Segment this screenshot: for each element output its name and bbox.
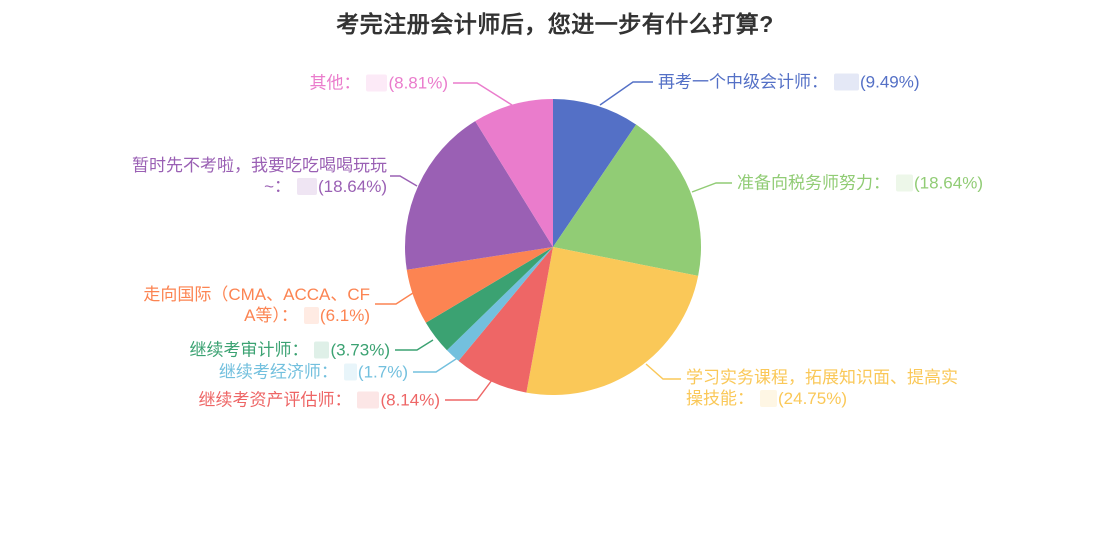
pie-slice-6[interactable] bbox=[406, 247, 553, 323]
slice-label-4: 继续考经济师： (1.7%) bbox=[219, 362, 408, 383]
pie-slice-2[interactable] bbox=[526, 247, 699, 395]
censored-value-box bbox=[357, 391, 380, 409]
slice-label-text: 继续考资产评估师： bbox=[198, 390, 352, 410]
censored-value-box bbox=[366, 74, 388, 92]
censored-value-box bbox=[314, 341, 330, 359]
slice-percent-text: (8.14%) bbox=[380, 390, 440, 410]
censored-value-box bbox=[303, 307, 319, 324]
slice-percent-text: (3.73%) bbox=[330, 340, 390, 360]
label-line-5 bbox=[395, 339, 434, 351]
slice-label-text: 准备向税务师努力： bbox=[737, 173, 890, 193]
slice-label-text: 走向国际（CMA、ACCA、CFA等）： bbox=[143, 285, 370, 325]
pie-slice-1[interactable] bbox=[553, 124, 702, 276]
slice-label-text: 继续考审计师： bbox=[189, 340, 309, 360]
slice-label-3: 继续考资产评估师： (8.14%) bbox=[198, 390, 440, 411]
slice-percent-text: (24.75%) bbox=[778, 389, 847, 408]
pie-slice-3[interactable] bbox=[458, 247, 553, 393]
chart-title: 考完注册会计师后，您进一步有什么打算? bbox=[336, 11, 774, 37]
label-line-2 bbox=[645, 363, 681, 380]
censored-value-box bbox=[834, 73, 859, 91]
slice-percent-text: (1.7%) bbox=[357, 362, 408, 382]
slice-percent-text: (8.81%) bbox=[388, 73, 448, 93]
censored-value-box bbox=[297, 178, 318, 195]
pie-slice-7[interactable] bbox=[405, 121, 553, 270]
slice-label-text: 学习实务课程，拓展知识面、提高实操技能： bbox=[686, 368, 958, 408]
slice-percent-text: (18.64%) bbox=[914, 173, 983, 193]
slice-label-8: 其他： (8.81%) bbox=[309, 73, 448, 94]
censored-value-box bbox=[760, 390, 777, 407]
slice-label-5: 继续考审计师： (3.73%) bbox=[189, 340, 390, 361]
slice-percent-text: (6.1%) bbox=[319, 306, 370, 325]
slice-label-6: 走向国际（CMA、ACCA、CFA等）： (6.1%) bbox=[138, 284, 370, 326]
label-line-8 bbox=[453, 82, 513, 106]
label-line-0 bbox=[599, 81, 653, 106]
pie-slice-4[interactable] bbox=[446, 247, 553, 361]
slice-percent-text: (18.64%) bbox=[318, 177, 387, 196]
label-line-6 bbox=[375, 292, 414, 305]
slice-label-text: 再考一个中级会计师： bbox=[658, 72, 828, 92]
pie-slice-5[interactable] bbox=[425, 247, 553, 351]
slice-label-text: 其他： bbox=[309, 73, 361, 93]
slice-percent-text: (9.49%) bbox=[860, 72, 920, 92]
slice-label-2: 学习实务课程，拓展知识面、提高实操技能： (24.75%) bbox=[686, 367, 966, 409]
label-line-1 bbox=[691, 182, 732, 193]
label-line-7 bbox=[390, 175, 418, 187]
slice-label-0: 再考一个中级会计师： (9.49%) bbox=[658, 72, 920, 93]
pie-slice-8[interactable] bbox=[475, 99, 553, 247]
censored-value-box bbox=[343, 363, 357, 381]
label-line-3 bbox=[445, 379, 493, 401]
label-line-4 bbox=[413, 356, 460, 373]
censored-value-box bbox=[896, 174, 913, 192]
slice-label-7: 暂时先不考啦，我要吃吃喝喝玩玩~： (18.64%) bbox=[115, 155, 387, 197]
slice-label-text: 继续考经济师： bbox=[218, 362, 338, 382]
slice-label-1: 准备向税务师努力： (18.64%) bbox=[737, 173, 983, 194]
pie-slice-0[interactable] bbox=[553, 99, 637, 247]
slice-label-text: 暂时先不考啦，我要吃吃喝喝玩玩~： bbox=[132, 156, 387, 196]
